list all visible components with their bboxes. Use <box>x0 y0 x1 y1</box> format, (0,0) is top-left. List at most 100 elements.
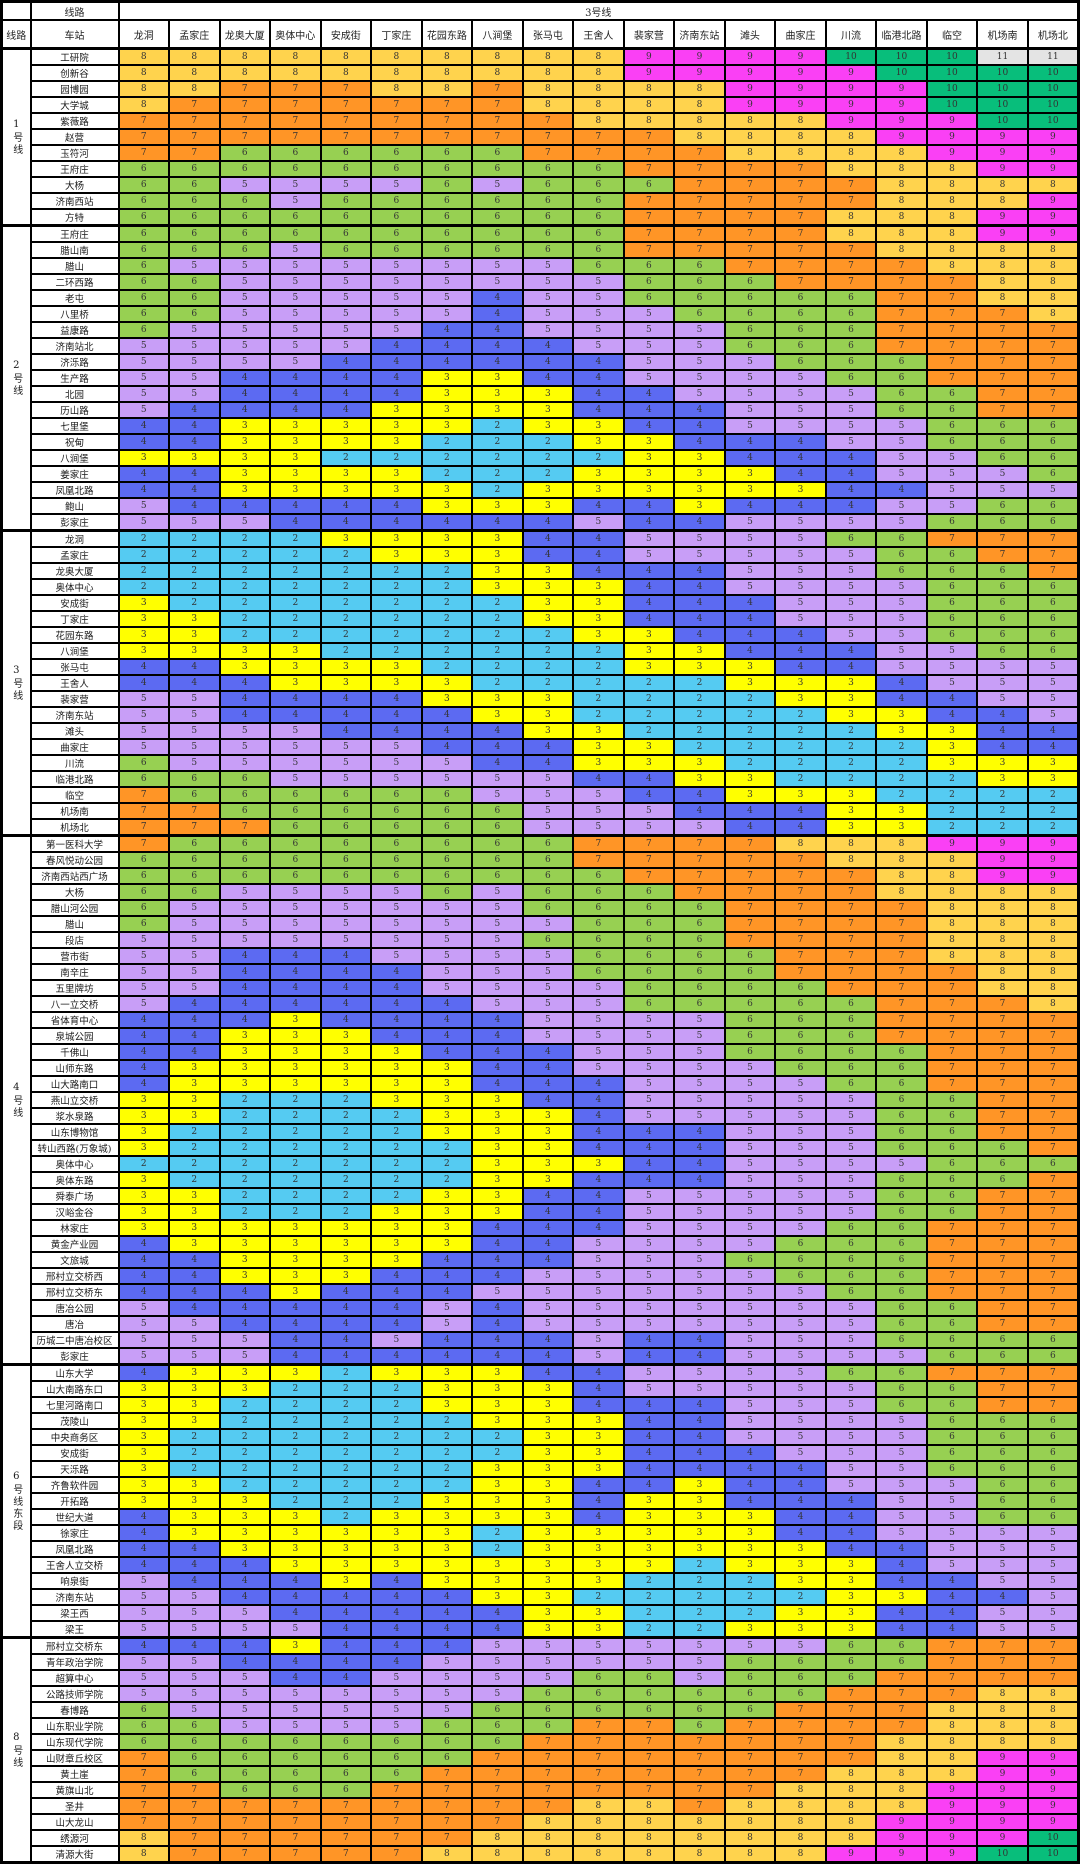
fare-cell: 4 <box>471 738 524 756</box>
table-row: 园博园 8 8 7 7 7 8 8 7 8 8 8 8 9 9 9 9 10 10 10 <box>2 80 1080 98</box>
fare-cell: 3 <box>471 1492 524 1510</box>
fare-cell: 6 <box>370 1733 423 1751</box>
fare-cell: 6 <box>622 289 676 307</box>
fare-cell: 2 <box>168 529 221 548</box>
fare-cell: 5 <box>420 273 474 291</box>
fare-cell: 3 <box>218 1027 272 1045</box>
fare-cell: 9 <box>1026 160 1080 178</box>
fare-cell: 7 <box>218 818 272 837</box>
fare-cell: 5 <box>319 257 373 275</box>
fare-cell: 4 <box>622 1476 676 1494</box>
fare-cell: 2 <box>471 481 524 499</box>
fare-cell: 6 <box>875 385 928 403</box>
fare-cell: 6 <box>925 385 979 403</box>
fare-cell: 5 <box>168 947 221 965</box>
fare-cell: 8 <box>420 80 474 98</box>
fare-cell: 2 <box>370 1412 423 1430</box>
fare-cell: 2 <box>774 706 827 724</box>
fare-cell: 7 <box>420 128 474 146</box>
fare-cell: 2 <box>420 449 474 467</box>
table-row: 五里牌坊 5 5 4 4 4 4 5 5 5 5 6 6 6 6 7 7 7 8 8 <box>2 979 1080 997</box>
fare-cell: 6 <box>774 1011 827 1029</box>
fare-cell: 7 <box>1026 1315 1080 1333</box>
fare-cell: 6 <box>925 1396 979 1414</box>
fare-cell: 3 <box>521 1556 575 1574</box>
fare-cell: 4 <box>370 1267 423 1285</box>
table-row: 腊山河公园 6 5 5 5 5 5 5 5 6 6 6 6 7 7 7 7 8 8 8 <box>2 899 1080 917</box>
fare-cell: 2 <box>168 1139 221 1157</box>
fare-cell: 2 <box>875 770 928 788</box>
fare-cell: 7 <box>117 1781 171 1799</box>
fare-cell: 5 <box>521 1299 575 1317</box>
fare-cell: 3 <box>471 1572 524 1590</box>
fare-cell: 4 <box>117 1524 171 1542</box>
fare-cell: 6 <box>471 1701 524 1719</box>
fare-cell: 5 <box>774 562 827 580</box>
fare-cell: 7 <box>1026 1363 1080 1382</box>
table-row: 梁王西 5 5 5 4 4 4 4 4 3 3 2 2 2 3 3 4 4 5 5 <box>2 1604 1080 1622</box>
table-row: 济南站北 5 5 5 5 5 4 4 4 4 5 5 5 6 6 6 7 7 7 7 <box>2 337 1080 355</box>
fare-cell: 5 <box>976 1572 1029 1590</box>
fare-cell: 4 <box>420 1604 474 1622</box>
fare-cell: 6 <box>521 883 575 901</box>
fare-cell: 5 <box>117 385 171 403</box>
station-name-cell: 八涧堡 <box>29 449 120 467</box>
fare-cell: 3 <box>370 1219 423 1237</box>
fare-cell: 6 <box>1026 433 1080 451</box>
fare-cell: 3 <box>471 1363 524 1382</box>
fare-cell: 7 <box>824 867 878 885</box>
table-row: 唐冶 5 5 4 4 4 4 5 4 5 5 5 5 5 5 5 6 6 7 7 <box>2 1315 1080 1333</box>
fare-cell: 7 <box>1026 1011 1080 1029</box>
fare-cell: 6 <box>875 1091 928 1109</box>
fare-cell: 3 <box>673 770 726 788</box>
fare-cell: 4 <box>319 1011 373 1029</box>
station-name-cell: 燕山立交桥 <box>29 1091 120 1109</box>
fare-cell: 3 <box>117 626 171 644</box>
fare-cell: 3 <box>521 1524 575 1542</box>
fare-cell: 3 <box>420 1380 474 1398</box>
station-name-cell: 梁王西 <box>29 1604 120 1622</box>
fare-cell: 5 <box>723 1059 777 1077</box>
fare-cell: 5 <box>218 1701 272 1719</box>
station-name-cell: 历城二中唐冶校区 <box>29 1331 120 1349</box>
fare-cell: 3 <box>370 1540 423 1558</box>
fare-cell: 3 <box>117 1219 171 1237</box>
corner-blank-cell <box>0 0 32 21</box>
fare-cell: 6 <box>723 1653 777 1671</box>
fare-cell: 2 <box>168 1171 221 1189</box>
fare-cell: 6 <box>976 1331 1029 1349</box>
fare-cell: 5 <box>572 1251 625 1269</box>
fare-cell: 8 <box>976 176 1029 194</box>
fare-cell: 4 <box>269 963 322 981</box>
fare-cell: 2 <box>269 578 322 596</box>
fare-cell: 4 <box>471 513 524 532</box>
fare-cell: 6 <box>168 289 221 307</box>
station-name-cell: 山东博物馆 <box>29 1123 120 1141</box>
table-row: 舜泰广场 3 3 2 2 2 2 3 3 4 4 5 5 5 5 5 6 6 7 7 <box>2 1187 1080 1205</box>
fare-cell: 4 <box>319 497 373 515</box>
fare-cell: 8 <box>420 1845 474 1864</box>
fare-cell: 8 <box>925 947 979 965</box>
fare-cell: 7 <box>976 1059 1029 1077</box>
fare-cell: 6 <box>824 1059 878 1077</box>
fare-cell: 3 <box>521 1428 575 1446</box>
fare-cell: 3 <box>420 1540 474 1558</box>
fare-cell: 4 <box>774 658 827 676</box>
fare-cell: 5 <box>875 1460 928 1478</box>
fare-cell: 4 <box>168 1556 221 1574</box>
fare-cell: 3 <box>673 1508 726 1526</box>
fare-cell: 5 <box>673 1075 726 1093</box>
fare-cell: 7 <box>925 1283 979 1301</box>
fare-cell: 6 <box>572 1669 625 1687</box>
fare-cell: 3 <box>622 481 676 499</box>
fare-cell: 3 <box>269 1524 322 1542</box>
fare-cell: 7 <box>1026 1267 1080 1285</box>
fare-cell: 9 <box>976 834 1029 853</box>
fare-cell: 9 <box>673 64 726 82</box>
fare-cell: 4 <box>420 337 474 355</box>
fare-cell: 3 <box>572 1572 625 1590</box>
fare-cell: 5 <box>319 289 373 307</box>
fare-cell: 2 <box>673 738 726 756</box>
fare-cell: 9 <box>723 64 777 82</box>
fare-cell: 10 <box>925 80 979 98</box>
